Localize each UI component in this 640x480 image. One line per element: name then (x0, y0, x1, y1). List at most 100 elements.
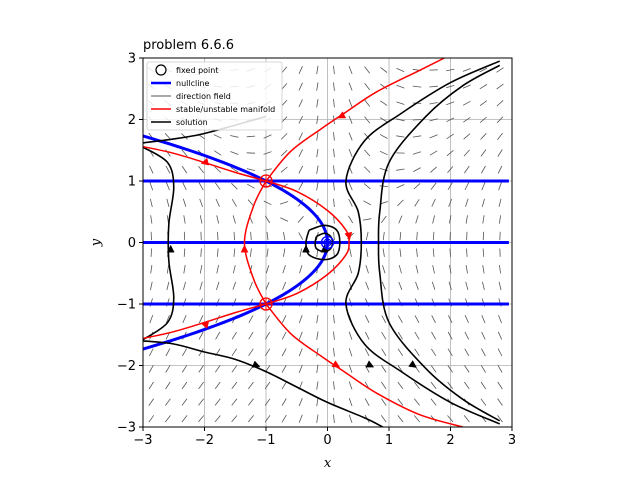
direction-field-segment-6 (149, 314, 154, 324)
direction-field-segment-329 (380, 67, 388, 73)
direction-field-segment-435 (463, 133, 471, 140)
direction-field-segment-324 (379, 150, 388, 156)
direction-field-segment-118 (232, 281, 237, 290)
direction-field-segment-88 (214, 415, 221, 423)
direction-field-segment-212 (298, 182, 304, 191)
direction-field-segment-400 (447, 348, 453, 357)
direction-field-segment-304 (364, 116, 371, 124)
direction-field-segment-465 (497, 365, 503, 373)
direction-field-segment-169 (263, 168, 272, 171)
direction-field-segment-123 (231, 198, 237, 207)
x-tick-label-0: −3 (133, 433, 152, 448)
direction-field-segment-398 (447, 381, 454, 390)
direction-field-segment-456 (480, 149, 487, 157)
direction-field-segment-199 (298, 398, 303, 407)
direction-field-segment-28 (165, 315, 170, 324)
direction-field-segment-149 (246, 135, 256, 138)
direction-field-segment-2 (148, 381, 154, 390)
direction-field-segment-415 (446, 101, 455, 106)
direction-field-segment-112 (231, 381, 238, 390)
direction-field-segment-289 (364, 365, 370, 373)
direction-field-segment-127 (230, 135, 239, 138)
direction-field-segment-248 (333, 314, 335, 324)
direction-field-segment-163 (265, 265, 270, 274)
direction-field-segment-391 (429, 134, 438, 139)
direction-field-segment-68 (198, 381, 204, 390)
direction-field-segment-376 (430, 381, 437, 390)
direction-field-segment-475 (498, 198, 502, 207)
direction-field-segment-246 (333, 348, 335, 357)
direction-field-segment-58 (182, 182, 187, 191)
direction-field-segment-318 (382, 248, 385, 257)
direction-field-segment-13 (149, 198, 153, 207)
direction-field-segment-240 (316, 82, 319, 91)
manifold-arrow-5 (331, 360, 341, 368)
direction-field-segment-441 (480, 398, 487, 406)
direction-field-segment-214 (298, 149, 303, 157)
direction-field-segment-97 (216, 265, 219, 274)
direction-field-segment-218 (298, 82, 303, 91)
direction-field-segment-347 (396, 135, 405, 138)
chart-title: problem 6.6.6 (143, 38, 234, 53)
direction-field-segment-354 (414, 381, 420, 390)
direction-field-segment-119 (232, 265, 236, 274)
direction-field-segment-67 (198, 398, 205, 406)
direction-field-segment-283 (348, 99, 353, 108)
direction-field-segment-330 (397, 415, 404, 423)
direction-field-segment-193 (280, 133, 288, 140)
solution-arrow-5 (408, 360, 417, 368)
direction-field-segment-384 (432, 248, 435, 257)
y-axis-label: y (89, 238, 104, 247)
direction-field-segment-343 (397, 199, 404, 207)
y-tick-label-6: 3 (128, 52, 136, 67)
direction-field-segment-424 (464, 315, 469, 324)
direction-field-segment-352 (413, 415, 421, 423)
direction-field-segment-223 (316, 364, 319, 374)
direction-field-segment-340 (399, 248, 402, 257)
direction-field-segment-350 (396, 84, 405, 89)
solution-curve-2 (143, 340, 384, 427)
legend-label-1: nullcline (176, 79, 210, 88)
direction-field-segment-234 (316, 182, 319, 191)
direction-field-segment-331 (397, 398, 404, 406)
manifold-arrow-3 (344, 231, 353, 241)
direction-field-segment-90 (214, 381, 221, 390)
direction-field-segment-208 (299, 248, 302, 257)
direction-field-segment-295 (365, 265, 369, 274)
direction-field-segment-188 (280, 217, 289, 222)
direction-field-segment-405 (449, 265, 452, 274)
direction-field-segment-71 (198, 331, 204, 340)
direction-field-segment-258 (333, 148, 335, 158)
direction-field-segment-192 (280, 149, 288, 157)
direction-field-segment-278 (348, 182, 353, 191)
direction-field-segment-38 (165, 149, 171, 157)
direction-field-segment-430 (465, 215, 468, 224)
direction-field-segment-344 (396, 184, 405, 189)
direction-field-segment-390 (429, 150, 438, 156)
direction-field-segment-328 (380, 83, 388, 90)
direction-field-segment-317 (382, 265, 386, 274)
direction-field-segment-412 (446, 149, 454, 157)
direction-field-segment-207 (299, 265, 303, 274)
direction-field-segment-274 (349, 248, 352, 257)
x-tick-label-6: 3 (508, 433, 516, 448)
direction-field-segment-404 (448, 281, 452, 291)
y-tick-label-4: 1 (128, 175, 136, 190)
direction-field-segment-125 (230, 167, 239, 173)
direction-field-segment-418 (463, 415, 470, 423)
direction-field-segment-179 (281, 365, 287, 373)
direction-field-segment-98 (217, 248, 219, 257)
ticks-layer: −3 −2 −1 0 1 2 3 −3 −2 −1 0 1 2 3 (117, 52, 516, 449)
direction-field-segment-455 (480, 165, 486, 174)
direction-field-segment-242 (333, 414, 335, 423)
direction-field-segment-406 (449, 248, 451, 257)
direction-field-segment-325 (379, 134, 388, 139)
direction-field-segment-388 (430, 182, 437, 190)
legend: fixed point nullcline direction field stabl… (146, 61, 283, 131)
direction-field-segment-185 (282, 265, 286, 274)
direction-field-segment-56 (183, 215, 186, 224)
direction-field-segment-268 (348, 348, 353, 357)
direction-field-segment-244 (333, 381, 335, 390)
direction-field-segment-165 (266, 231, 269, 241)
